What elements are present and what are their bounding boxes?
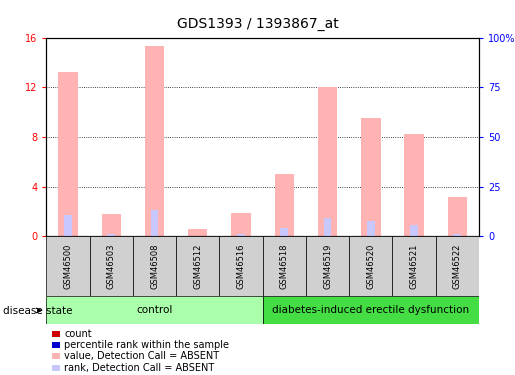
Bar <box>274 174 294 236</box>
Text: value, Detection Call = ABSENT: value, Detection Call = ABSENT <box>64 351 219 361</box>
Bar <box>323 217 332 236</box>
Bar <box>90 236 133 296</box>
Bar <box>306 236 349 296</box>
Text: GSM46500: GSM46500 <box>63 244 73 289</box>
Text: diabetes-induced erectile dysfunction: diabetes-induced erectile dysfunction <box>272 305 469 315</box>
Text: GSM46516: GSM46516 <box>236 243 246 289</box>
Bar <box>280 228 288 236</box>
Bar <box>107 234 115 236</box>
Text: percentile rank within the sample: percentile rank within the sample <box>64 340 229 350</box>
Text: GSM46512: GSM46512 <box>193 244 202 289</box>
Bar <box>64 215 72 236</box>
Bar <box>188 229 208 236</box>
Bar <box>436 236 479 296</box>
Text: GDS1393 / 1393867_at: GDS1393 / 1393867_at <box>177 17 338 31</box>
Text: GSM46503: GSM46503 <box>107 243 116 289</box>
Bar <box>404 134 424 236</box>
Text: control: control <box>136 305 173 315</box>
Bar <box>46 236 90 296</box>
Bar <box>349 236 392 296</box>
Bar <box>361 118 381 236</box>
Bar <box>231 213 251 236</box>
Bar <box>53 364 60 370</box>
Bar <box>263 296 479 324</box>
Bar <box>318 87 337 236</box>
Bar <box>53 353 60 359</box>
Bar <box>367 221 375 236</box>
Bar <box>101 214 121 236</box>
Bar <box>410 225 418 236</box>
Bar <box>46 296 263 324</box>
Text: disease state: disease state <box>3 306 72 315</box>
Text: count: count <box>64 329 92 339</box>
Bar <box>176 236 219 296</box>
Bar <box>237 234 245 236</box>
Bar <box>219 236 263 296</box>
Bar <box>453 234 461 236</box>
Bar <box>53 331 60 337</box>
Text: GSM46519: GSM46519 <box>323 244 332 289</box>
Text: GSM46522: GSM46522 <box>453 244 462 289</box>
Bar <box>53 342 60 348</box>
Bar <box>448 196 467 236</box>
Bar <box>58 72 78 236</box>
Text: GSM46518: GSM46518 <box>280 243 289 289</box>
Bar <box>263 236 306 296</box>
Text: rank, Detection Call = ABSENT: rank, Detection Call = ABSENT <box>64 363 215 372</box>
Bar <box>150 210 159 236</box>
Bar <box>145 46 164 236</box>
Text: GSM46508: GSM46508 <box>150 243 159 289</box>
Text: GSM46521: GSM46521 <box>409 244 419 289</box>
Text: GSM46520: GSM46520 <box>366 244 375 289</box>
Bar <box>392 236 436 296</box>
Bar <box>133 236 176 296</box>
